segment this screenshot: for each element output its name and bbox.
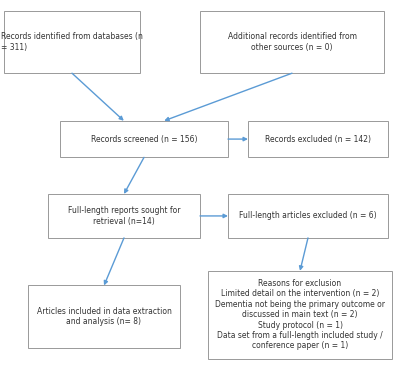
FancyBboxPatch shape — [60, 121, 228, 157]
Text: Articles included in data extraction
and analysis (n= 8): Articles included in data extraction and… — [36, 307, 172, 326]
FancyBboxPatch shape — [200, 11, 384, 73]
Text: Full-length articles excluded (n = 6): Full-length articles excluded (n = 6) — [239, 212, 377, 220]
FancyBboxPatch shape — [4, 11, 140, 73]
FancyBboxPatch shape — [228, 194, 388, 238]
FancyBboxPatch shape — [208, 271, 392, 359]
Text: Records identified from databases (n
= 311): Records identified from databases (n = 3… — [1, 32, 143, 52]
Text: Records excluded (n = 142): Records excluded (n = 142) — [265, 135, 371, 143]
FancyBboxPatch shape — [248, 121, 388, 157]
FancyBboxPatch shape — [28, 285, 180, 348]
FancyBboxPatch shape — [48, 194, 200, 238]
Text: Records screened (n = 156): Records screened (n = 156) — [91, 135, 197, 143]
Text: Reasons for exclusion
Limited detail on the intervention (n = 2)
Dementia not be: Reasons for exclusion Limited detail on … — [215, 279, 385, 351]
Text: Additional records identified from
other sources (n = 0): Additional records identified from other… — [228, 32, 356, 52]
Text: Full-length reports sought for
retrieval (n=14): Full-length reports sought for retrieval… — [68, 206, 180, 226]
